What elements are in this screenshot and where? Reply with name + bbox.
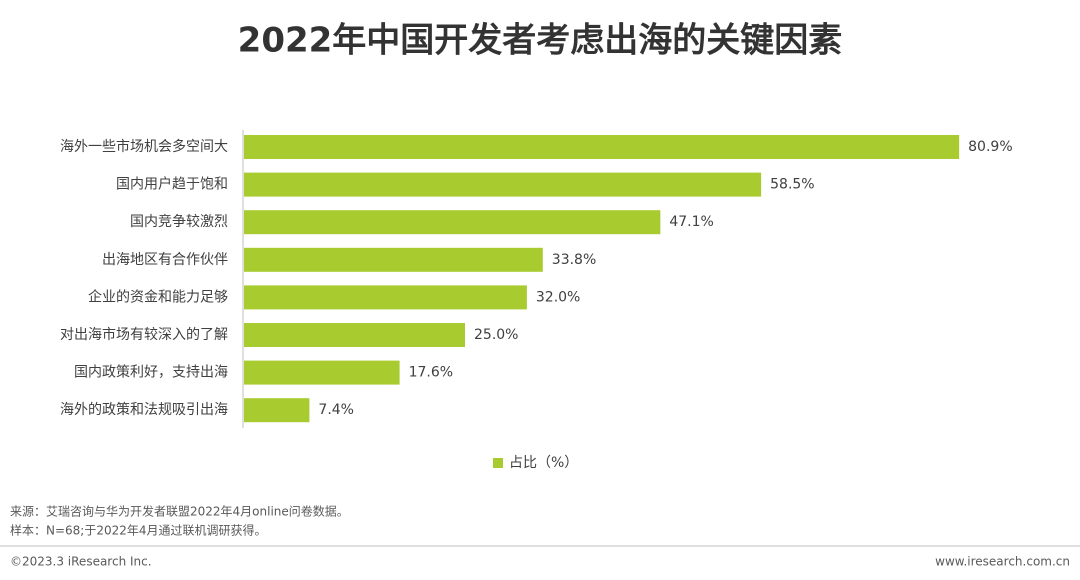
bar	[244, 172, 762, 197]
category-label: 海外的政策和法规吸引出海	[60, 401, 228, 418]
sample-note: 样本：N=68;于2022年4月通过联机调研获得。	[10, 523, 267, 538]
category-label: 国内竞争较激烈	[130, 213, 228, 230]
value-label: 7.4%	[318, 402, 354, 418]
bar	[244, 247, 543, 272]
bar	[244, 360, 400, 385]
value-label: 32.0%	[536, 289, 580, 305]
legend-swatch	[493, 458, 503, 468]
category-label: 出海地区有合作伙伴	[102, 252, 228, 268]
source-note: 来源：艾瑞咨询与华为开发者联盟2022年4月online问卷数据。	[10, 504, 349, 519]
bar	[244, 323, 465, 347]
website: www.iresearch.com.cn	[935, 555, 1070, 569]
category-label: 国内用户趋于饱和	[116, 176, 228, 193]
value-label: 17.6%	[409, 365, 453, 381]
copyright: ©2023.3 iResearch Inc.	[10, 555, 152, 569]
category-label: 国内政策利好，支持出海	[74, 364, 228, 381]
bar	[244, 285, 527, 310]
value-label: 80.9%	[968, 139, 1012, 155]
category-label: 海外一些市场机会多空间大	[60, 138, 228, 155]
bar	[244, 210, 661, 235]
category-label: 企业的资金和能力足够	[88, 288, 228, 305]
value-label: 47.1%	[669, 214, 713, 230]
category-label: 对出海市场有较深入的了解	[60, 326, 228, 343]
bar	[244, 135, 960, 159]
value-label: 25.0%	[474, 327, 518, 343]
value-label: 33.8%	[552, 252, 596, 268]
chart-title: 2022年中国开发者考虑出海的关键因素	[238, 21, 843, 61]
bar	[244, 398, 310, 423]
value-label: 58.5%	[770, 177, 814, 193]
legend-label: 占比（%）	[509, 455, 578, 471]
